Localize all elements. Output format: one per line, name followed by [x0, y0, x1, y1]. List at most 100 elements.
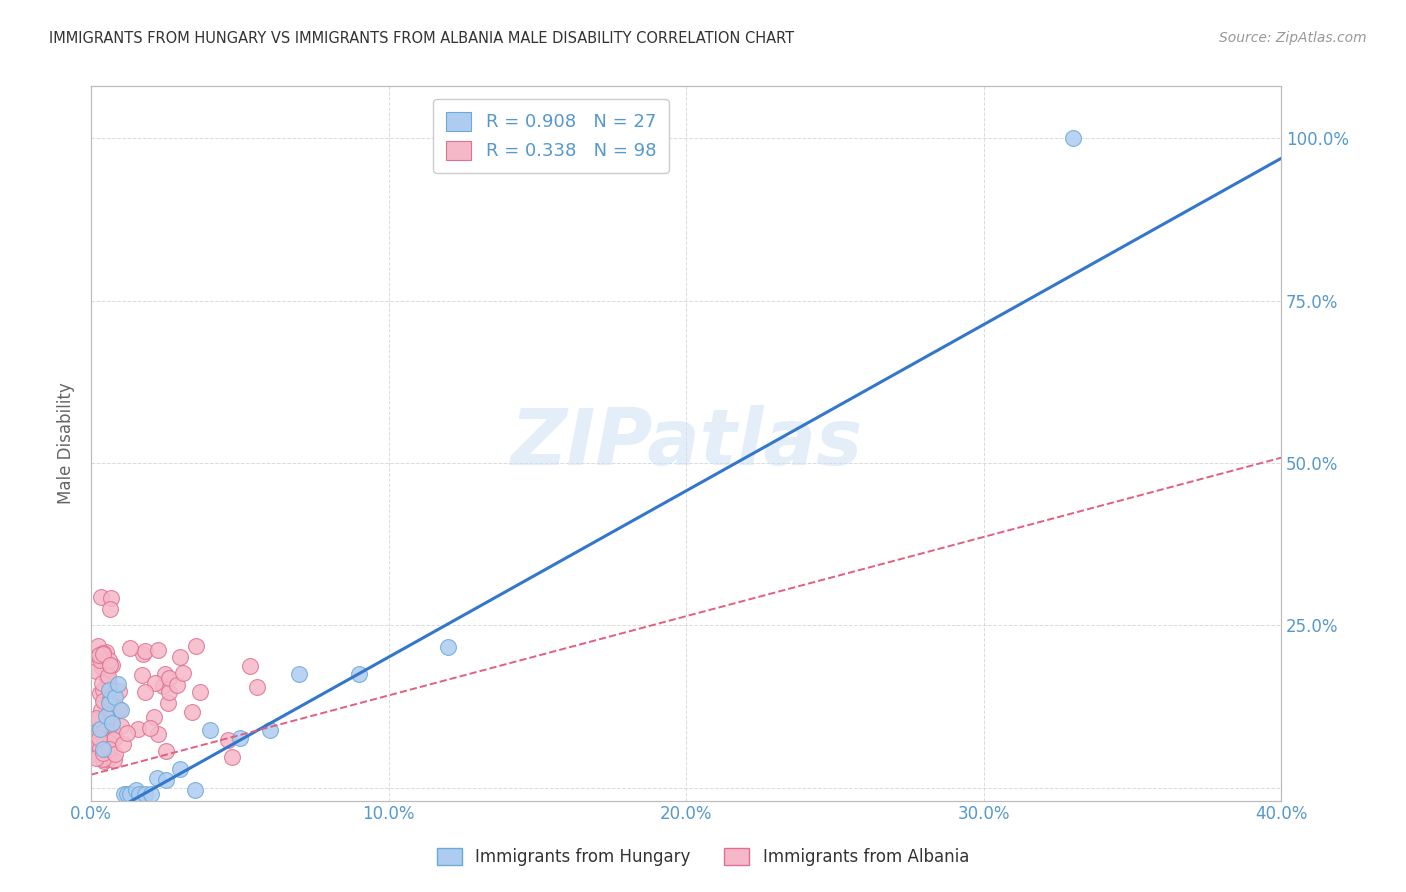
Point: [115, 726, 138, 740]
Point: [98, 696, 121, 710]
Point: [91, 731, 114, 746]
Point: [246, 680, 269, 694]
Point: [118, 640, 141, 655]
Point: [98, 713, 121, 727]
Point: [97, 677, 120, 691]
Point: [128, 787, 150, 801]
Point: [103, 705, 125, 719]
Point: [153, 666, 176, 681]
Point: [181, 705, 204, 719]
Point: [98, 750, 121, 764]
Point: [104, 747, 127, 762]
Point: [89, 740, 111, 755]
Point: [89, 735, 111, 749]
Point: [89, 686, 111, 700]
Point: [101, 717, 124, 731]
Point: [91, 741, 114, 756]
Point: [98, 602, 121, 616]
Point: [97, 739, 120, 753]
Point: [143, 710, 166, 724]
Point: [86, 751, 108, 765]
Point: [132, 647, 155, 661]
Point: [91, 646, 114, 660]
Point: [93, 693, 115, 707]
Point: [172, 665, 194, 680]
Point: [89, 648, 111, 663]
Point: [169, 650, 191, 665]
Point: [101, 690, 124, 705]
Point: [229, 731, 252, 745]
Point: [84, 723, 107, 737]
Point: [91, 722, 114, 736]
Point: [107, 677, 129, 691]
Legend: Immigrants from Hungary, Immigrants from Albania: Immigrants from Hungary, Immigrants from…: [430, 841, 976, 873]
Point: [100, 736, 122, 750]
Point: [125, 783, 148, 797]
Point: [91, 735, 114, 749]
Point: [98, 653, 121, 667]
Point: [82, 747, 104, 762]
Point: [112, 738, 135, 752]
Point: [184, 783, 207, 797]
Point: [166, 678, 188, 692]
Point: [90, 676, 112, 690]
Point: [115, 787, 138, 801]
Point: [259, 723, 281, 737]
Point: [100, 701, 122, 715]
Point: [112, 787, 135, 801]
Point: [169, 762, 191, 776]
Point: [103, 753, 125, 767]
Point: [96, 671, 118, 685]
Point: [134, 685, 156, 699]
Point: [110, 703, 132, 717]
Point: [104, 690, 127, 704]
Point: [107, 684, 129, 698]
Point: [217, 732, 239, 747]
Point: [155, 772, 177, 787]
Point: [89, 722, 111, 736]
Point: [83, 737, 105, 751]
Point: [288, 667, 311, 681]
Point: [100, 657, 122, 672]
Point: [437, 640, 460, 655]
Point: [108, 702, 131, 716]
Point: [1062, 131, 1084, 145]
Point: [90, 712, 112, 726]
Point: [157, 696, 180, 710]
Point: [100, 591, 122, 605]
Point: [93, 752, 115, 766]
Point: [98, 692, 121, 706]
Point: [91, 647, 114, 661]
Point: [157, 685, 180, 699]
Point: [90, 656, 112, 670]
Point: [97, 752, 120, 766]
Point: [93, 733, 115, 747]
Point: [87, 639, 110, 653]
Point: [157, 672, 180, 686]
Point: [146, 643, 169, 657]
Text: ZIPatlas: ZIPatlas: [510, 406, 862, 482]
Point: [86, 735, 108, 749]
Point: [100, 657, 122, 672]
Point: [94, 645, 117, 659]
Point: [103, 726, 125, 740]
Point: [84, 711, 107, 725]
Point: [94, 652, 117, 666]
Point: [155, 744, 177, 758]
Text: Source: ZipAtlas.com: Source: ZipAtlas.com: [1219, 31, 1367, 45]
Point: [97, 742, 120, 756]
Point: [146, 727, 169, 741]
Point: [98, 683, 121, 698]
Point: [87, 731, 110, 745]
Text: IMMIGRANTS FROM HUNGARY VS IMMIGRANTS FROM ALBANIA MALE DISABILITY CORRELATION C: IMMIGRANTS FROM HUNGARY VS IMMIGRANTS FR…: [49, 31, 794, 46]
Point: [97, 668, 120, 682]
Point: [89, 723, 111, 737]
Point: [94, 709, 117, 723]
Point: [139, 721, 162, 735]
Point: [89, 703, 111, 717]
Point: [110, 719, 132, 733]
Point: [83, 713, 105, 727]
Point: [239, 659, 262, 673]
Point: [184, 639, 207, 653]
Point: [134, 644, 156, 658]
